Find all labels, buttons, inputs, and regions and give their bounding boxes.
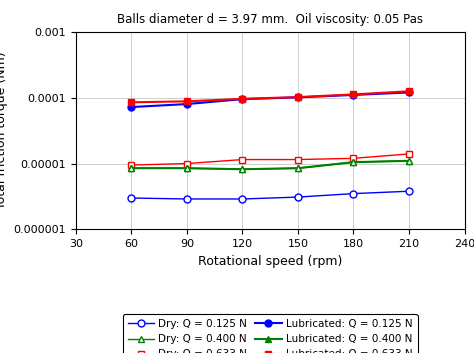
Lubricated: Q = 0.400 N: (60, 8.5e-06): Q = 0.400 N: (60, 8.5e-06) [128,166,134,170]
Dry: Q = 0.633 N: (60, 9.5e-06): Q = 0.633 N: (60, 9.5e-06) [128,163,134,167]
Dry: Q = 0.125 N: (150, 3.1e-06): Q = 0.125 N: (150, 3.1e-06) [295,195,301,199]
Lubricated: Q = 0.633 N: (150, 0.000102): Q = 0.633 N: (150, 0.000102) [295,95,301,99]
Dry: Q = 0.400 N: (180, 1.05e-05): Q = 0.400 N: (180, 1.05e-05) [351,160,356,164]
Line: Dry: Q = 0.125 N: Dry: Q = 0.125 N [128,188,412,203]
X-axis label: Rotational speed (rpm): Rotational speed (rpm) [198,255,342,268]
Line: Lubricated: Q = 0.633 N: Lubricated: Q = 0.633 N [128,88,412,106]
Title: Balls diameter d = 3.97 mm.  Oil viscosity: 0.05 Pas: Balls diameter d = 3.97 mm. Oil viscosit… [117,13,423,26]
Legend: Dry: Q = 0.125 N, Dry: Q = 0.400 N, Dry: Q = 0.633 N, Lubricated: Q = 0.125 N, L: Dry: Q = 0.125 N, Dry: Q = 0.400 N, Dry:… [123,314,418,353]
Dry: Q = 0.633 N: (120, 1.15e-05): Q = 0.633 N: (120, 1.15e-05) [239,157,245,162]
Lubricated: Q = 0.633 N: (210, 0.000125): Q = 0.633 N: (210, 0.000125) [406,89,412,94]
Lubricated: Q = 0.125 N: (90, 8e-05): Q = 0.125 N: (90, 8e-05) [184,102,190,106]
Lubricated: Q = 0.125 N: (150, 0.000101): Q = 0.125 N: (150, 0.000101) [295,95,301,100]
Dry: Q = 0.400 N: (60, 8.5e-06): Q = 0.400 N: (60, 8.5e-06) [128,166,134,170]
Lubricated: Q = 0.400 N: (180, 1.05e-05): Q = 0.400 N: (180, 1.05e-05) [351,160,356,164]
Dry: Q = 0.400 N: (120, 8.2e-06): Q = 0.400 N: (120, 8.2e-06) [239,167,245,171]
Dry: Q = 0.125 N: (180, 3.5e-06): Q = 0.125 N: (180, 3.5e-06) [351,191,356,196]
Dry: Q = 0.125 N: (90, 2.9e-06): Q = 0.125 N: (90, 2.9e-06) [184,197,190,201]
Dry: Q = 0.633 N: (210, 1.4e-05): Q = 0.633 N: (210, 1.4e-05) [406,152,412,156]
Lubricated: Q = 0.633 N: (180, 0.000112): Q = 0.633 N: (180, 0.000112) [351,92,356,96]
Line: Lubricated: Q = 0.400 N: Lubricated: Q = 0.400 N [128,157,412,173]
Dry: Q = 0.125 N: (60, 3e-06): Q = 0.125 N: (60, 3e-06) [128,196,134,200]
Dry: Q = 0.633 N: (150, 1.15e-05): Q = 0.633 N: (150, 1.15e-05) [295,157,301,162]
Lubricated: Q = 0.400 N: (210, 1.1e-05): Q = 0.400 N: (210, 1.1e-05) [406,159,412,163]
Lubricated: Q = 0.125 N: (210, 0.00012): Q = 0.125 N: (210, 0.00012) [406,90,412,95]
Lubricated: Q = 0.633 N: (120, 9.6e-05): Q = 0.633 N: (120, 9.6e-05) [239,97,245,101]
Dry: Q = 0.400 N: (150, 8.5e-06): Q = 0.400 N: (150, 8.5e-06) [295,166,301,170]
Lubricated: Q = 0.125 N: (180, 0.00011): Q = 0.125 N: (180, 0.00011) [351,93,356,97]
Dry: Q = 0.125 N: (210, 3.8e-06): Q = 0.125 N: (210, 3.8e-06) [406,189,412,193]
Lubricated: Q = 0.633 N: (90, 8.8e-05): Q = 0.633 N: (90, 8.8e-05) [184,99,190,103]
Line: Dry: Q = 0.400 N: Dry: Q = 0.400 N [128,157,412,173]
Dry: Q = 0.125 N: (120, 2.9e-06): Q = 0.125 N: (120, 2.9e-06) [239,197,245,201]
Lubricated: Q = 0.125 N: (120, 9.5e-05): Q = 0.125 N: (120, 9.5e-05) [239,97,245,101]
Dry: Q = 0.633 N: (180, 1.2e-05): Q = 0.633 N: (180, 1.2e-05) [351,156,356,161]
Line: Lubricated: Q = 0.125 N: Lubricated: Q = 0.125 N [128,89,412,110]
Dry: Q = 0.400 N: (210, 1.1e-05): Q = 0.400 N: (210, 1.1e-05) [406,159,412,163]
Lubricated: Q = 0.400 N: (150, 8.5e-06): Q = 0.400 N: (150, 8.5e-06) [295,166,301,170]
Lubricated: Q = 0.633 N: (60, 8.5e-05): Q = 0.633 N: (60, 8.5e-05) [128,100,134,104]
Lubricated: Q = 0.125 N: (60, 7.2e-05): Q = 0.125 N: (60, 7.2e-05) [128,105,134,109]
Dry: Q = 0.400 N: (90, 8.5e-06): Q = 0.400 N: (90, 8.5e-06) [184,166,190,170]
Lubricated: Q = 0.400 N: (120, 8.2e-06): Q = 0.400 N: (120, 8.2e-06) [239,167,245,171]
Y-axis label: Total friction torque (Nm): Total friction torque (Nm) [0,52,8,209]
Lubricated: Q = 0.400 N: (90, 8.5e-06): Q = 0.400 N: (90, 8.5e-06) [184,166,190,170]
Line: Dry: Q = 0.633 N: Dry: Q = 0.633 N [128,150,412,168]
Dry: Q = 0.633 N: (90, 1e-05): Q = 0.633 N: (90, 1e-05) [184,161,190,166]
